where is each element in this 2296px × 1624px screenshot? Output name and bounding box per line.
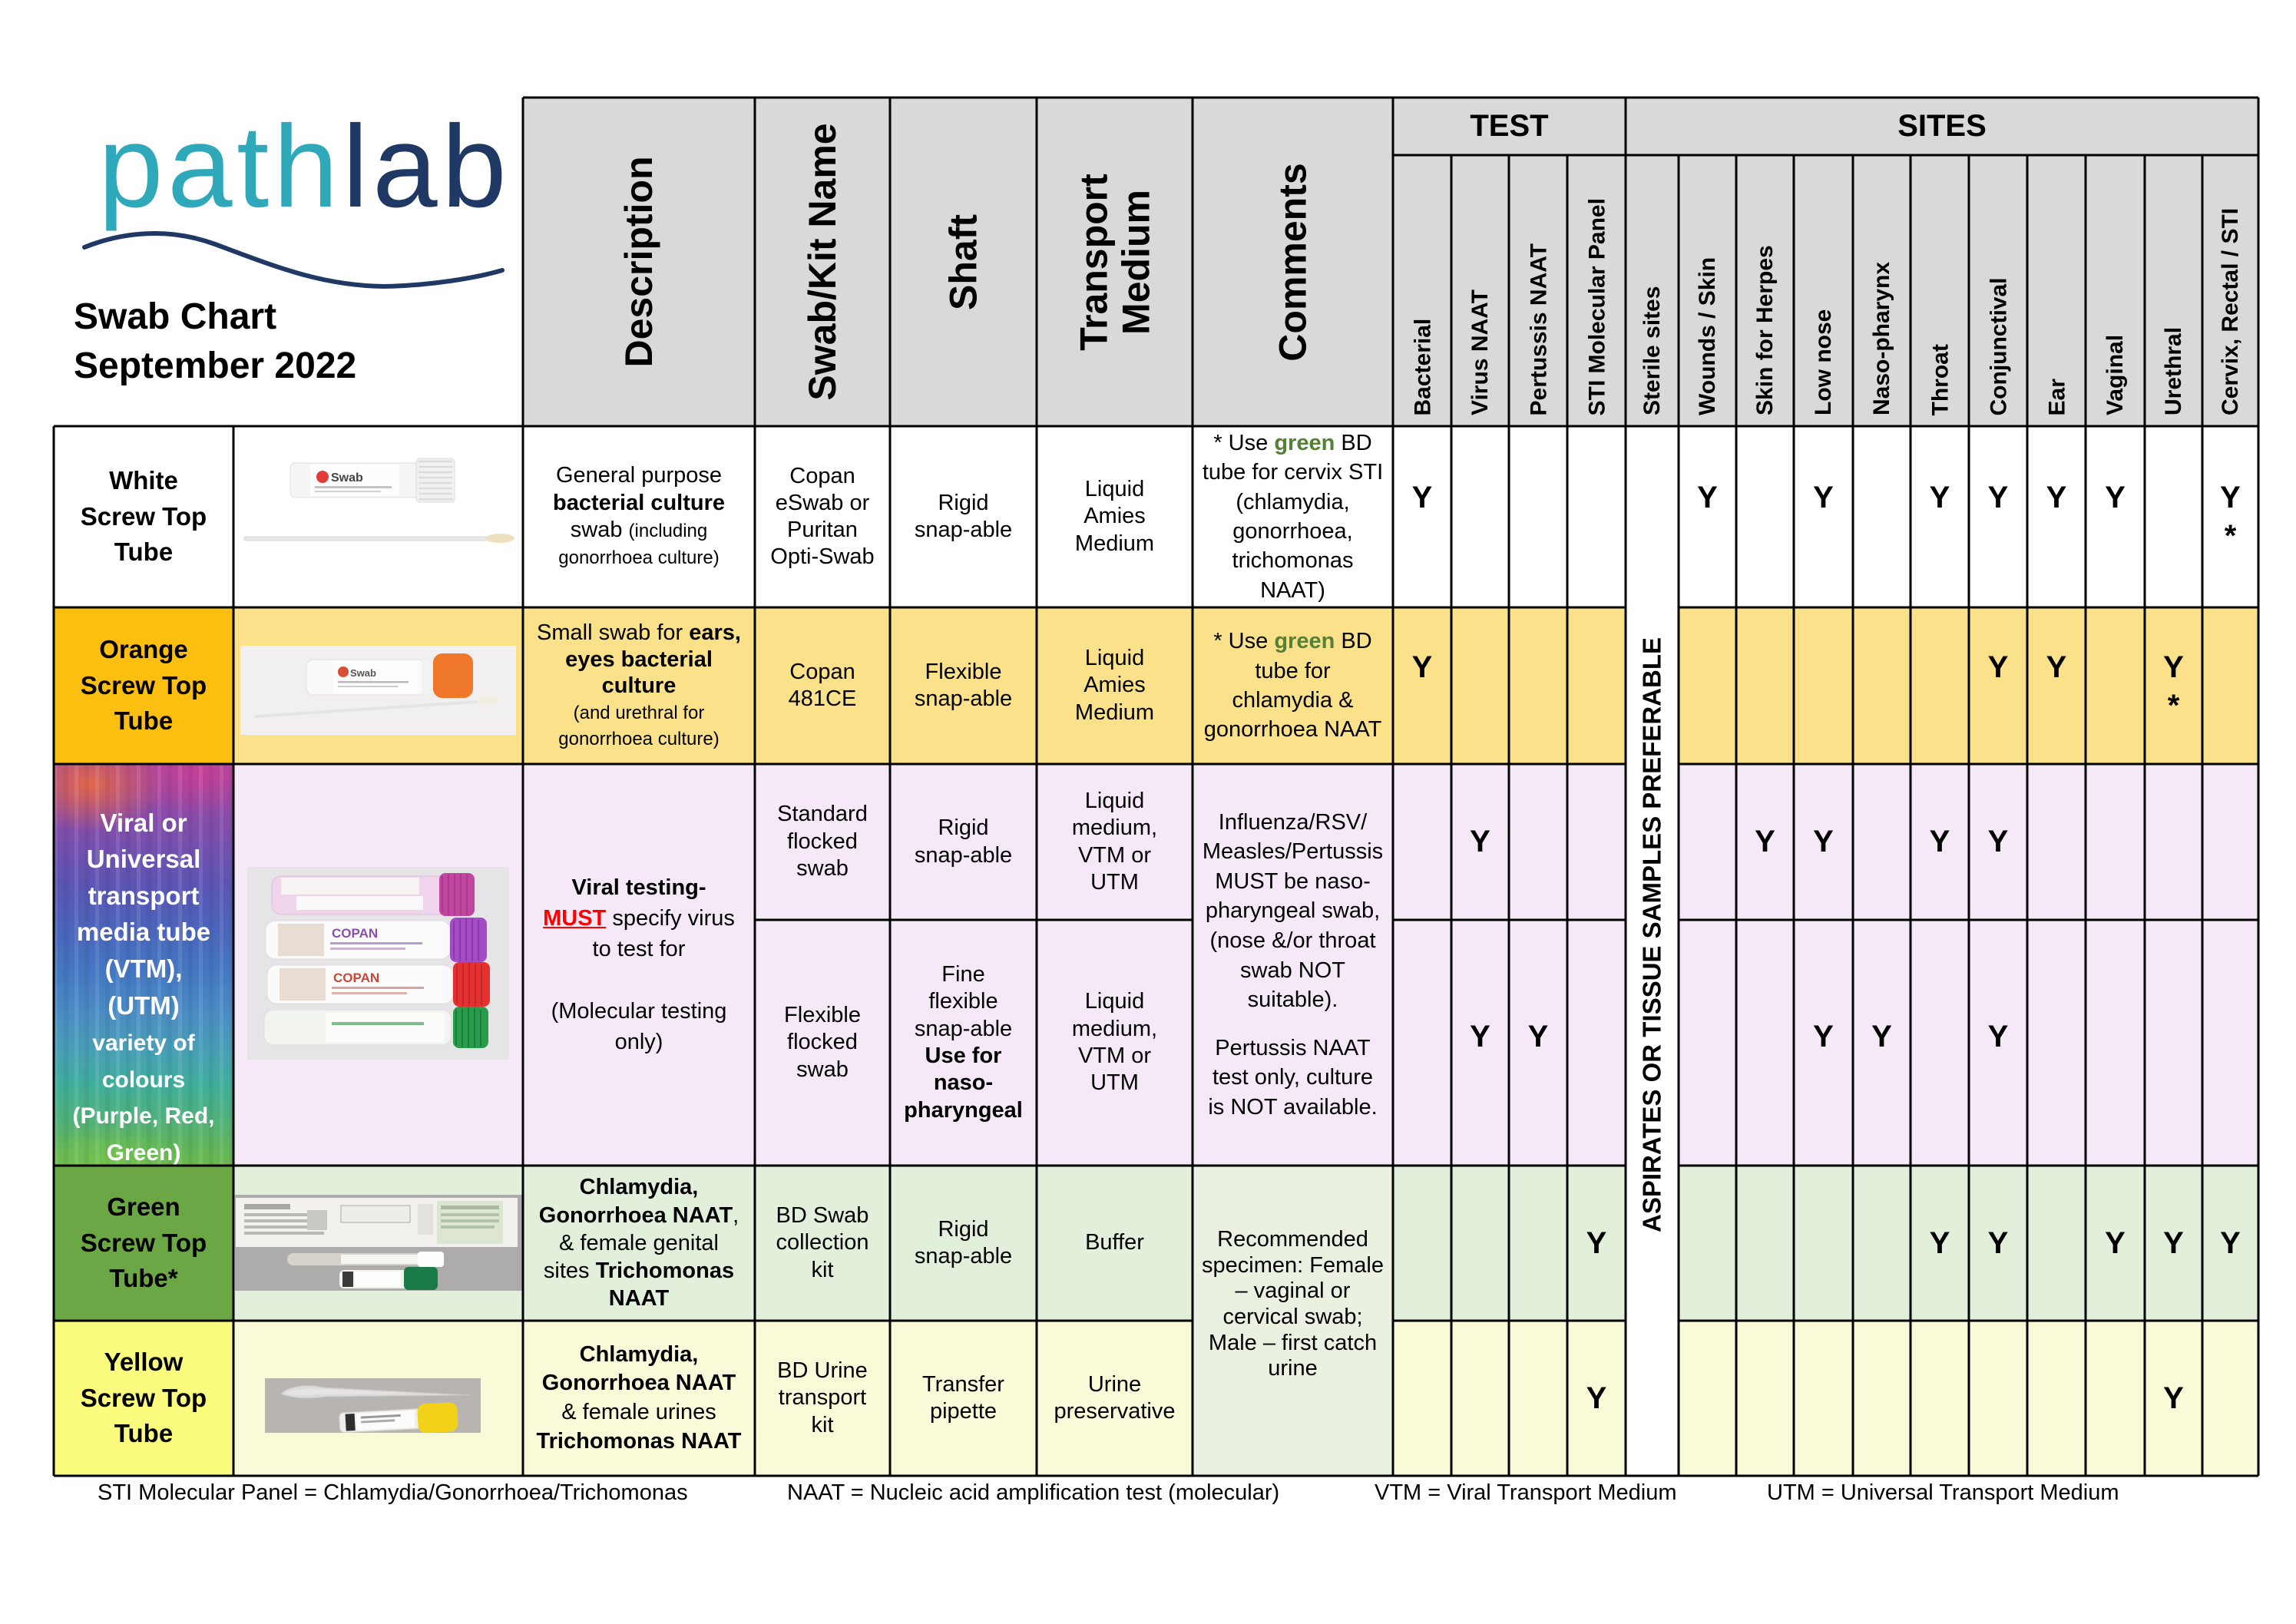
svg-text:Swab: Swab [350, 667, 376, 679]
svg-text:COPAN: COPAN [332, 926, 378, 941]
svg-text:COPAN: COPAN [333, 971, 379, 985]
svg-text:Swab: Swab [331, 471, 363, 485]
